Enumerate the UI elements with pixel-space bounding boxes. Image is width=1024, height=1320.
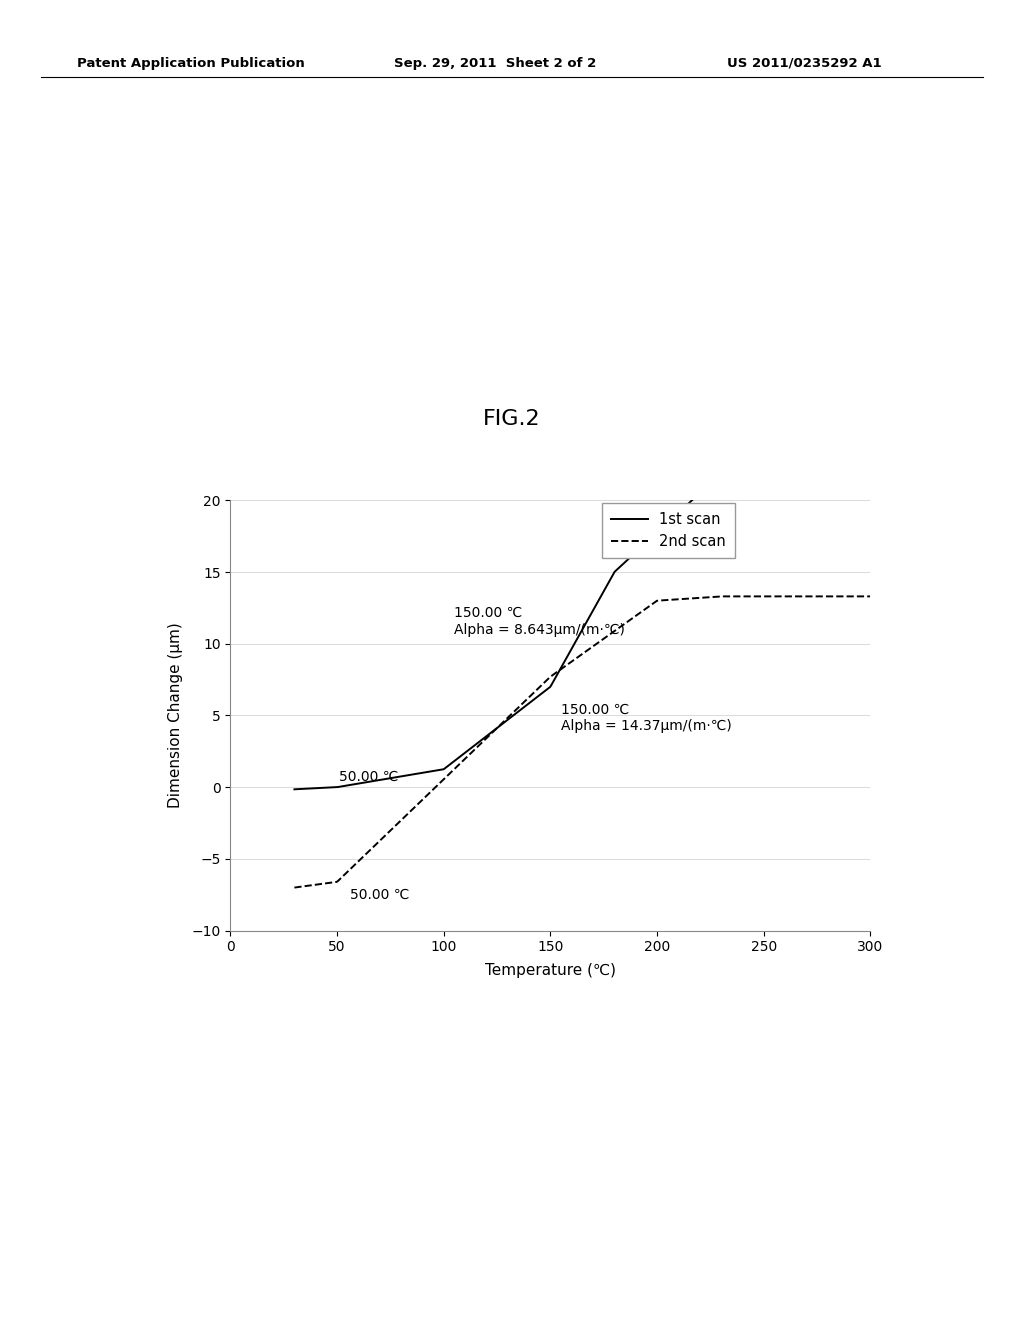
- 2nd scan: [673, 591, 685, 607]
- 2nd scan: [549, 665, 561, 681]
- 1st scan: [864, 463, 877, 479]
- Legend: 1st scan, 2nd scan: 1st scan, 2nd scan: [602, 503, 735, 558]
- Text: 50.00 ℃: 50.00 ℃: [339, 771, 398, 784]
- 1st scan: [628, 546, 640, 562]
- Text: 150.00 ℃
Alpha = 8.643μm/(m·℃): 150.00 ℃ Alpha = 8.643μm/(m·℃): [455, 606, 626, 636]
- 1st scan: [722, 482, 734, 498]
- Y-axis label: Dimension Change (μm): Dimension Change (μm): [168, 623, 183, 808]
- 1st scan: [289, 781, 301, 797]
- 2nd scan: [390, 817, 402, 833]
- 1st scan: [436, 762, 449, 777]
- Text: Patent Application Publication: Patent Application Publication: [77, 57, 304, 70]
- 2nd scan: [715, 589, 727, 605]
- Text: Sep. 29, 2011  Sheet 2 of 2: Sep. 29, 2011 Sheet 2 of 2: [394, 57, 597, 70]
- Line: 1st scan: 1st scan: [295, 471, 870, 789]
- 1st scan: [549, 671, 561, 686]
- Text: US 2011/0235292 A1: US 2011/0235292 A1: [727, 57, 882, 70]
- Text: 150.00 ℃
Alpha = 14.37μm/(m·℃): 150.00 ℃ Alpha = 14.37μm/(m·℃): [561, 702, 732, 733]
- 2nd scan: [864, 589, 877, 605]
- 2nd scan: [436, 772, 449, 788]
- 1st scan: [390, 770, 402, 785]
- 2nd scan: [628, 610, 640, 626]
- 1st scan: [673, 504, 685, 520]
- Text: 50.00 ℃: 50.00 ℃: [350, 888, 410, 902]
- X-axis label: Temperature (℃): Temperature (℃): [485, 962, 615, 978]
- 2nd scan: [723, 589, 735, 605]
- 2nd scan: [289, 879, 301, 895]
- Text: FIG.2: FIG.2: [483, 409, 541, 429]
- Line: 2nd scan: 2nd scan: [295, 597, 870, 887]
